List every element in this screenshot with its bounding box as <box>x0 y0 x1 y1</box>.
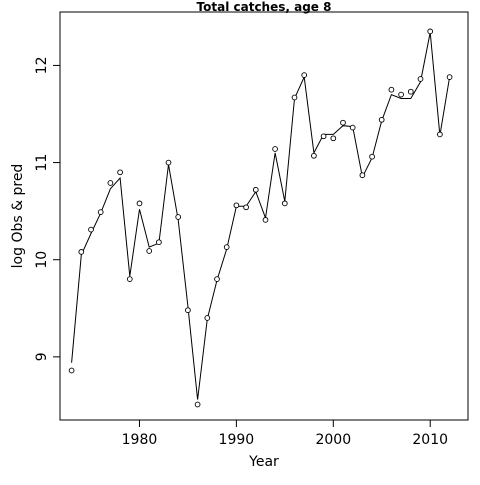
observed-point <box>388 86 395 93</box>
observed-point <box>252 186 259 193</box>
y-axis: 9 10 11 12 <box>34 57 60 361</box>
observed-point <box>107 180 114 186</box>
observed-point <box>446 74 453 80</box>
observed-point <box>136 200 143 207</box>
y-axis-label: log Obs & pred <box>10 164 26 269</box>
observed-point <box>214 276 220 282</box>
y-tick-label: 9 <box>34 352 50 361</box>
observed-point <box>398 91 404 98</box>
y-tick-label: 11 <box>34 154 50 172</box>
observed-point <box>272 146 278 152</box>
observed-point <box>175 214 182 220</box>
y-tick-label: 12 <box>34 57 50 75</box>
observed-point <box>88 226 94 233</box>
predicted-series <box>71 32 451 400</box>
observed-point <box>407 88 414 95</box>
observed-point <box>291 94 298 101</box>
observed-point <box>185 307 191 314</box>
observed-point <box>301 72 308 78</box>
observed-point <box>311 152 317 159</box>
x-tick-label: 1990 <box>219 432 255 448</box>
observed-point <box>223 244 230 250</box>
observed-point <box>78 249 85 255</box>
observed-point <box>68 367 75 374</box>
observed-point <box>349 124 356 131</box>
observed-point <box>146 248 153 254</box>
observed-point <box>340 119 346 126</box>
observed-point <box>117 169 123 176</box>
observed-point <box>262 217 269 223</box>
x-tick-label: 1980 <box>122 432 158 448</box>
x-tick-label: 2000 <box>315 432 351 448</box>
observed-point <box>97 209 104 215</box>
observed-point <box>281 200 288 207</box>
observed-point <box>330 135 337 142</box>
y-tick-label: 10 <box>34 251 50 269</box>
observed-point <box>156 239 162 246</box>
observed-point <box>427 28 434 35</box>
observed-point <box>194 401 201 408</box>
x-tick-label: 2010 <box>412 432 448 448</box>
chart-title: Total catches, age 8 <box>197 0 332 14</box>
x-axis: 1980 1990 2000 2010 <box>122 420 448 448</box>
observed-point <box>320 133 327 140</box>
observed-point <box>378 116 385 123</box>
observed-point <box>369 153 375 160</box>
plot-frame <box>59 11 469 421</box>
x-axis-label: Year <box>248 454 279 470</box>
observed-point <box>359 172 366 179</box>
observed-point <box>126 276 133 282</box>
observed-point <box>437 131 443 138</box>
observed-point <box>243 204 249 211</box>
observed-series <box>68 28 453 408</box>
predicted-line <box>71 32 451 400</box>
observed-point <box>204 315 211 321</box>
observed-point <box>233 202 240 209</box>
observed-point <box>417 76 424 82</box>
observed-point <box>165 159 172 166</box>
